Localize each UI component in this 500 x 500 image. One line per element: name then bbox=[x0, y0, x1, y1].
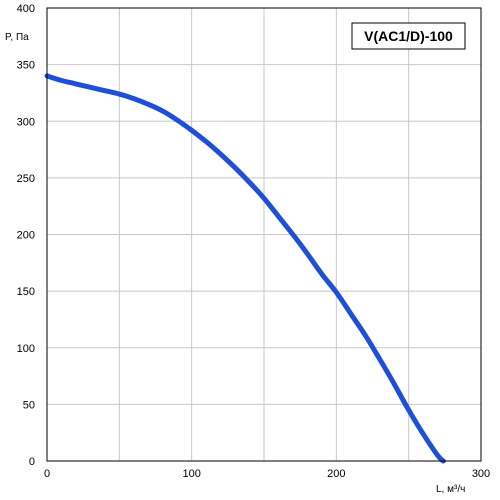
y-tick-label: 0 bbox=[29, 456, 35, 468]
y-tick-label: 300 bbox=[17, 116, 35, 128]
x-tick-label: 100 bbox=[182, 468, 200, 480]
x-tick-labels: 0 100 200 300 bbox=[44, 468, 490, 480]
chart-title-box: V(AC1/D)-100 bbox=[351, 22, 466, 50]
title-box-border bbox=[351, 22, 466, 50]
y-tick-label: 100 bbox=[17, 343, 35, 355]
grid-lines bbox=[47, 8, 481, 461]
x-tick-label: 300 bbox=[472, 468, 490, 480]
y-tick-label: 50 bbox=[23, 399, 35, 411]
y-tick-label: 200 bbox=[17, 230, 35, 242]
x-tick-label: 0 bbox=[44, 468, 50, 480]
y-tick-labels: 0 50 100 150 200 250 300 350 400 bbox=[17, 3, 35, 468]
series-lines bbox=[44, 73, 446, 464]
pressure-curve-line bbox=[44, 73, 446, 464]
y-tick-label: 400 bbox=[17, 3, 35, 15]
y-tick-label: 250 bbox=[17, 173, 35, 185]
y-axis-label: P, Па bbox=[5, 32, 29, 43]
y-tick-label: 350 bbox=[17, 60, 35, 72]
x-tick-label: 200 bbox=[327, 468, 345, 480]
y-tick-label: 150 bbox=[17, 286, 35, 298]
x-axis-label: L, м³/ч bbox=[436, 484, 465, 495]
plot-frame bbox=[46, 7, 482, 462]
chart-title: V(AC1/D)-100 bbox=[364, 28, 453, 44]
